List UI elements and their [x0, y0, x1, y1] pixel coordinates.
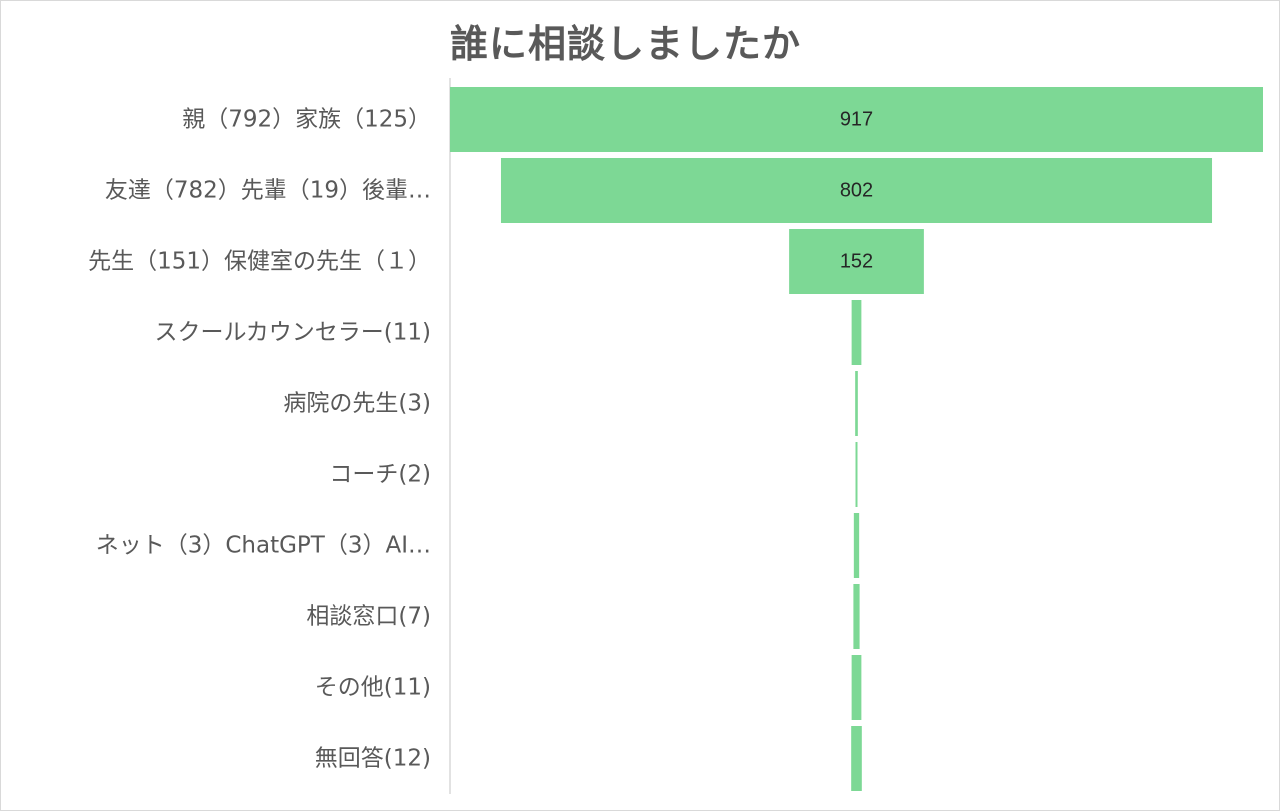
funnel-bar-10 [851, 726, 862, 791]
category-label-4: スクールカウンセラー(11) [154, 320, 431, 346]
category-label-10: 無回答(12) [315, 746, 431, 772]
funnel-bar-1 [450, 87, 1263, 152]
funnel-bar-7 [853, 513, 860, 578]
category-label-5: 病院の先生(3) [283, 391, 431, 417]
funnel-bar-9 [851, 655, 862, 720]
funnel-bar-3 [789, 229, 924, 294]
category-label-1: 親（792）家族（125） [182, 107, 431, 133]
funnel-bar-5 [855, 371, 858, 436]
category-label-2: 友達（782）先輩（19）後輩… [105, 178, 431, 204]
category-label-8: 相談窓口(7) [306, 604, 431, 630]
value-label-3: 152 [840, 251, 873, 273]
chart-title: 誰に相談しましたか [450, 22, 802, 66]
category-label-7: ネット（3）ChatGPT（3）AI… [96, 533, 431, 559]
value-label-1: 917 [840, 109, 873, 131]
category-label-9: その他(11) [315, 675, 431, 701]
funnel-bar-4 [851, 300, 862, 365]
funnel-bar-6 [855, 442, 858, 507]
value-label-2: 802 [840, 180, 873, 202]
funnel-bar-8 [853, 584, 860, 649]
category-label-6: コーチ(2) [329, 462, 431, 488]
funnel-bar-2 [500, 158, 1213, 223]
category-label-3: 先生（151）保健室の先生（１） [88, 249, 431, 275]
